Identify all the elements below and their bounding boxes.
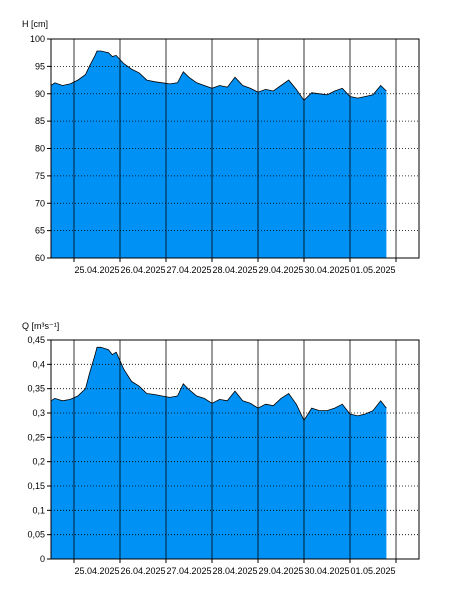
- water-level-y-tick-label: 75: [35, 171, 45, 181]
- discharge-y-tick-label: 0,1: [32, 505, 45, 515]
- water-level-area-fill: [51, 51, 387, 258]
- water-level-y-tick-label: 60: [35, 253, 45, 263]
- discharge-area-fill: [51, 347, 387, 559]
- discharge-x-tick-label: 29.04.2025: [258, 566, 303, 576]
- discharge-y-tick-label: 0,45: [27, 335, 45, 345]
- discharge-x-tick-label: 01.05.2025: [350, 566, 395, 576]
- discharge-x-tick-label: 30.04.2025: [304, 566, 349, 576]
- discharge-x-tick-label: 27.04.2025: [166, 566, 211, 576]
- discharge-plot-frame: [50, 339, 420, 560]
- water-level-x-tick-label: 30.04.2025: [304, 265, 349, 275]
- water-level-x-tick-label: 26.04.2025: [120, 265, 165, 275]
- discharge-x-tick-label: 25.04.2025: [74, 566, 119, 576]
- water-level-y-tick-label: 95: [35, 61, 45, 71]
- water-level-y-tick-label: 90: [35, 89, 45, 99]
- discharge-chart: Q [m³s⁻¹] 0 0,05 0,1 0,15 0,2 0,25 0,3 0,35 0,4 0…: [22, 321, 420, 576]
- discharge-y-axis-title: Q [m³s⁻¹]: [22, 321, 59, 331]
- water-level-y-tick-label: 65: [35, 226, 45, 236]
- discharge-y-tick-label: 0,35: [27, 384, 45, 394]
- discharge-y-tick-label: 0,3: [32, 408, 45, 418]
- water-level-plot-frame: [50, 38, 420, 259]
- water-level-series-line: [50, 50, 387, 101]
- discharge-y-tick-label: 0: [40, 554, 45, 564]
- water-level-x-tick-label: 29.04.2025: [258, 265, 303, 275]
- discharge-x-tick-label: 26.04.2025: [120, 566, 165, 576]
- discharge-y-tick-label: 0,25: [27, 432, 45, 442]
- water-level-chart: H [cm] 60 65 70 75 80 85 90 95 100 25.04.2025 26.0…: [22, 19, 420, 275]
- water-level-y-tick-label: 80: [35, 144, 45, 154]
- water-level-y-axis-title: H [cm]: [22, 19, 48, 29]
- discharge-y-tick-label: 0,05: [27, 530, 45, 540]
- water-level-y-tick-label: 100: [30, 34, 45, 44]
- water-level-y-tick-label: 70: [35, 198, 45, 208]
- water-level-x-tick-label: 25.04.2025: [74, 265, 119, 275]
- discharge-y-tick-label: 0,2: [32, 457, 45, 467]
- discharge-y-tick-label: 0,15: [27, 481, 45, 491]
- water-level-x-tick-label: 28.04.2025: [212, 265, 257, 275]
- water-level-y-tick-label: 85: [35, 116, 45, 126]
- water-level-x-tick-label: 01.05.2025: [350, 265, 395, 275]
- water-level-x-tick-label: 27.04.2025: [166, 265, 211, 275]
- discharge-series-line: [50, 346, 387, 422]
- discharge-y-tick-label: 0,4: [32, 359, 45, 369]
- discharge-x-tick-label: 28.04.2025: [212, 566, 257, 576]
